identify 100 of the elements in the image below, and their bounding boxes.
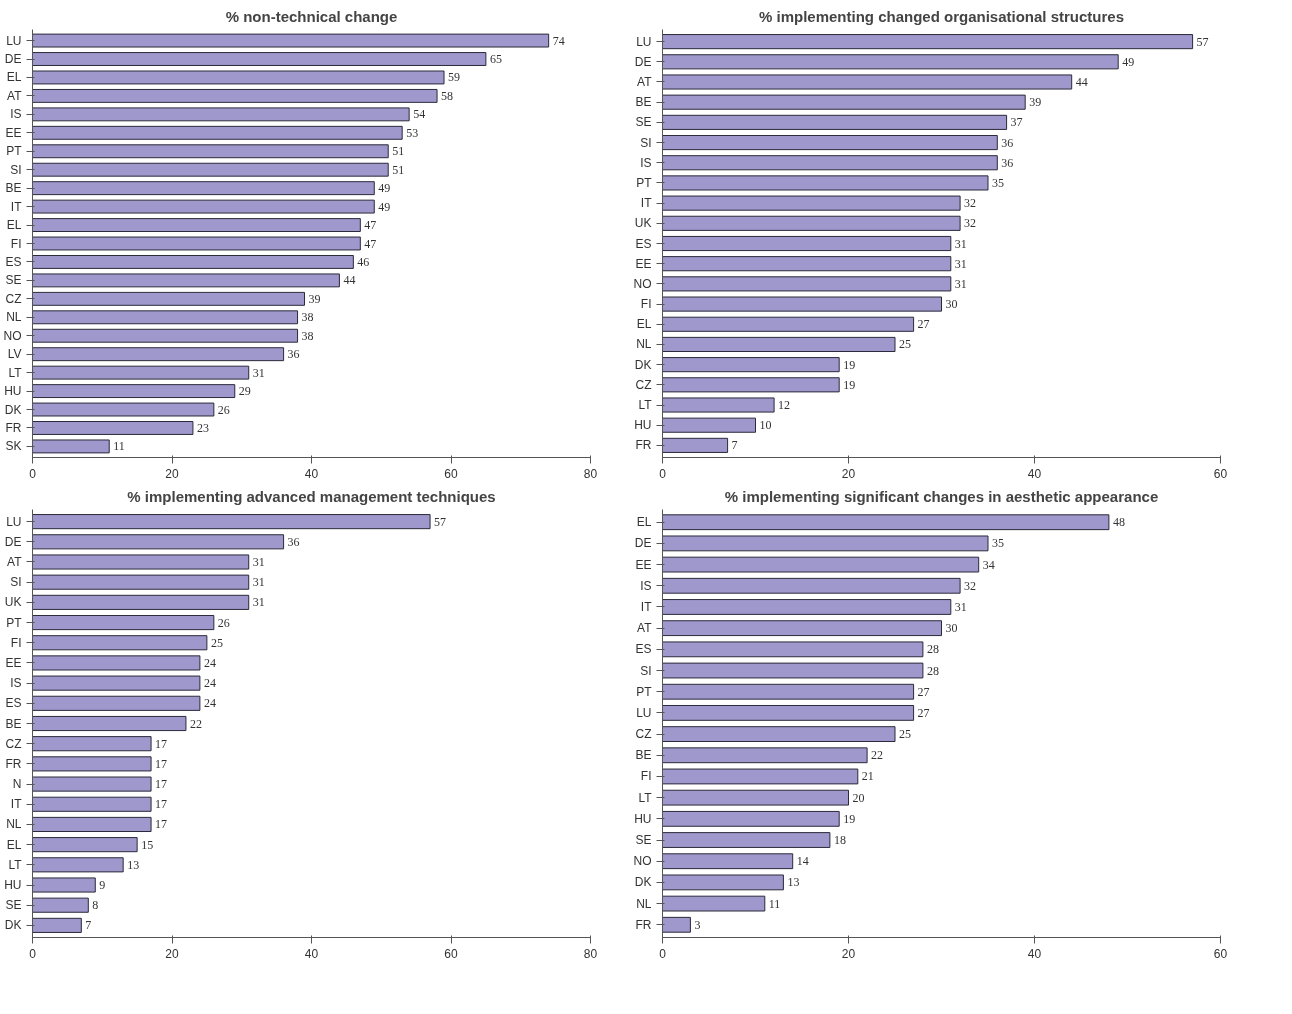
- y-tick-label: NL: [6, 817, 22, 832]
- y-tick-label: HU: [4, 384, 22, 399]
- data-label: 31: [252, 554, 265, 569]
- data-label: 51: [392, 144, 405, 159]
- data-label: 22: [189, 716, 202, 731]
- y-tick-label: ES: [635, 642, 652, 657]
- y-tick-label: PT: [6, 144, 23, 159]
- y-tick-label: AT: [637, 621, 653, 636]
- x-tick-label: 60: [444, 946, 458, 961]
- x-tick-label: 0: [29, 946, 37, 961]
- y-tick-label: IT: [10, 199, 23, 214]
- data-label: 49: [378, 181, 391, 196]
- y-tick-label: AT: [7, 554, 23, 569]
- y-tick-label: IS: [640, 155, 652, 170]
- y-tick-label: IS: [10, 676, 22, 691]
- data-label: 17: [155, 797, 168, 812]
- y-tick-label: LT: [638, 790, 653, 805]
- data-label: 27: [917, 317, 930, 332]
- data-label: 20: [852, 790, 865, 805]
- y-tick-label: EL: [636, 515, 652, 530]
- data-label: 13: [787, 875, 800, 890]
- data-label: 31: [954, 276, 967, 291]
- data-label: 31: [252, 575, 265, 590]
- data-label: 34: [982, 557, 995, 572]
- y-tick-label: DE: [4, 52, 22, 67]
- data-label: 30: [945, 621, 958, 636]
- chart-title: % implementing significant changes in aesthetic appearance: [724, 487, 1159, 505]
- data-label: 26: [217, 402, 230, 417]
- data-label: 58: [441, 88, 454, 103]
- data-label: 36: [1001, 155, 1014, 170]
- y-tick-label: FI: [640, 769, 652, 784]
- y-tick-label: EL: [6, 837, 22, 852]
- y-tick-label: DK: [634, 875, 652, 890]
- y-tick-label: EE: [5, 655, 22, 670]
- y-tick-label: EE: [635, 256, 652, 271]
- data-label: 31: [954, 236, 967, 251]
- y-tick-label: NL: [6, 310, 22, 325]
- x-tick-label: 20: [841, 466, 856, 481]
- data-label: 28: [926, 663, 939, 678]
- y-tick-label: HU: [634, 811, 652, 826]
- data-label: 44: [343, 273, 356, 288]
- y-tick-label: FI: [640, 297, 652, 312]
- y-tick-label: UK: [634, 216, 652, 231]
- x-tick-label: 0: [659, 466, 667, 481]
- y-tick-label: ES: [5, 254, 22, 269]
- x-tick-label: 60: [1213, 946, 1228, 961]
- data-label: 17: [155, 777, 168, 792]
- data-label: 31: [954, 599, 967, 614]
- data-label: 57: [434, 514, 447, 529]
- x-tick-label: 20: [165, 946, 179, 961]
- y-tick-label: AT: [637, 74, 653, 89]
- data-label: 36: [287, 534, 300, 549]
- data-label: 14: [796, 854, 809, 869]
- y-tick-label: IS: [10, 107, 22, 122]
- x-tick-label: 60: [1213, 466, 1228, 481]
- data-label: 57: [1196, 34, 1209, 49]
- y-tick-label: SE: [5, 898, 22, 913]
- x-tick-label: 80: [583, 946, 598, 961]
- y-tick-label: CZ: [635, 377, 652, 392]
- y-tick-label: N: [12, 777, 22, 792]
- data-label: 13: [127, 857, 140, 872]
- data-label: 53: [406, 125, 419, 140]
- data-label: 12: [778, 398, 791, 413]
- y-tick-label: PT: [636, 684, 653, 699]
- data-label: 35: [992, 536, 1004, 551]
- data-label: 25: [899, 337, 911, 352]
- data-label: 19: [843, 357, 856, 372]
- y-tick-label: LT: [8, 365, 23, 380]
- y-tick-label: NL: [636, 896, 652, 911]
- y-tick-label: FR: [635, 917, 652, 932]
- data-label: 11: [768, 896, 781, 911]
- y-tick-label: SI: [10, 162, 22, 177]
- chart-title: % implementing changed organisational structures: [758, 7, 1125, 25]
- y-tick-label: DK: [4, 402, 22, 417]
- x-tick-label: 40: [1027, 466, 1042, 481]
- data-label: 8: [92, 898, 99, 913]
- y-tick-label: SI: [10, 575, 22, 590]
- y-tick-label: HU: [634, 418, 652, 433]
- data-label: 25: [899, 727, 911, 742]
- data-label: 46: [357, 254, 370, 269]
- data-label: 39: [1029, 95, 1042, 110]
- y-tick-label: FR: [5, 756, 22, 771]
- data-label: 31: [954, 256, 967, 271]
- data-label: 17: [155, 817, 168, 832]
- data-label: 36: [287, 347, 300, 362]
- y-tick-label: DE: [634, 536, 652, 551]
- y-tick-label: LT: [638, 398, 653, 413]
- x-tick-label: 0: [29, 466, 37, 481]
- data-label: 47: [364, 218, 377, 233]
- data-label: 17: [155, 756, 168, 771]
- y-tick-label: FR: [635, 438, 652, 453]
- data-label: 54: [413, 107, 426, 122]
- y-tick-label: NL: [636, 337, 652, 352]
- y-tick-label: SE: [635, 115, 652, 130]
- x-tick-label: 80: [583, 466, 598, 481]
- x-tick-label: 40: [304, 946, 319, 961]
- y-tick-label: LU: [636, 34, 652, 49]
- data-label: 49: [1122, 54, 1135, 69]
- y-tick-label: EL: [6, 218, 22, 233]
- data-label: 7: [85, 918, 92, 933]
